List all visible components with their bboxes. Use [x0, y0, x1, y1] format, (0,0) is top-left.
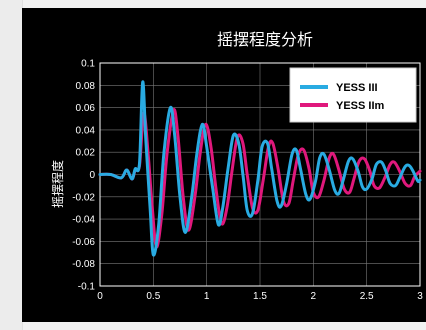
y-axis-label: 摇摆程度 [50, 160, 65, 208]
y-tick-label: 0.08 [76, 81, 96, 92]
y-tick-label: 0.02 [76, 148, 96, 159]
y-tick-label: 0.06 [76, 103, 96, 114]
chart-panel: 摇摆程度分析 摇摆程度 0.1 0.08 0.06 0.04 0.02 0 -0.02 -0.… [22, 8, 426, 322]
chart-canvas: 摇摆程度分析 摇摆程度 0.1 0.08 0.06 0.04 0.02 0 -0.02 -0.… [50, 30, 423, 302]
y-tick-label: -0.06 [72, 237, 95, 248]
x-tick-label: 2 [311, 291, 317, 302]
x-tick-label: 1 [204, 291, 210, 302]
y-tick-label: -0.1 [78, 282, 96, 293]
x-tick-label: 1.5 [253, 291, 267, 302]
legend-label-yess-iim: YESS IIm [336, 100, 385, 112]
series-line-yess-iii [98, 80, 422, 257]
legend-label-yess-iii: YESS III [336, 82, 378, 94]
chart-title: 摇摆程度分析 [217, 30, 313, 49]
legend: YESS III YESS IIm [289, 67, 417, 123]
series-layer [98, 80, 422, 257]
x-tick-label: 0 [97, 291, 103, 302]
y-tick-label: -0.02 [72, 192, 95, 203]
left-window-strip [0, 0, 23, 330]
x-axis: 0 0.5 1 1.5 2 2.5 3 [97, 291, 423, 302]
legend-box [289, 67, 417, 123]
y-tick-label: -0.08 [72, 259, 95, 270]
y-axis: 0.1 0.08 0.06 0.04 0.02 0 -0.02 -0.04 -0.06 -0.08… [72, 59, 95, 293]
y-tick-label: 0.1 [81, 59, 95, 70]
y-tick-label: 0.04 [76, 125, 96, 136]
x-tick-label: 3 [417, 291, 423, 302]
x-tick-label: 2.5 [360, 291, 374, 302]
y-tick-label: 0 [89, 170, 95, 181]
y-tick-label: -0.04 [72, 215, 95, 226]
x-tick-label: 0.5 [146, 291, 160, 302]
